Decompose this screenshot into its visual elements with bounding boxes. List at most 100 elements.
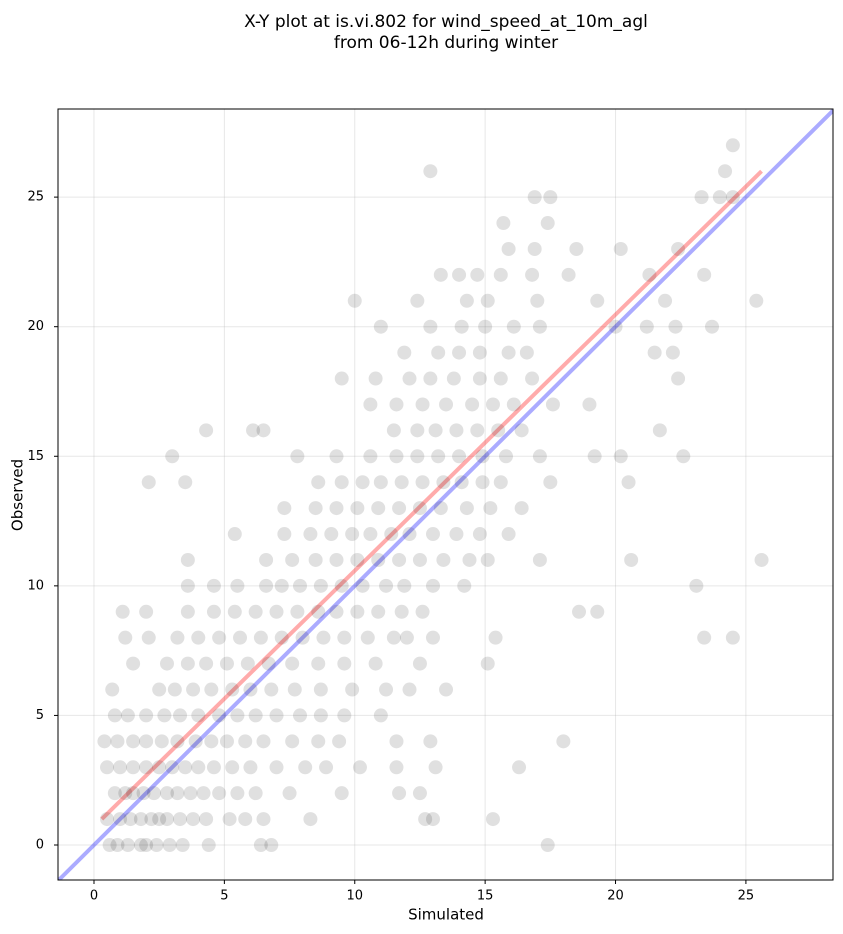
point — [373, 475, 388, 490]
point — [100, 760, 115, 775]
point — [219, 734, 234, 749]
point — [480, 656, 495, 671]
point — [472, 527, 487, 542]
point — [412, 656, 427, 671]
point — [160, 656, 175, 671]
point — [532, 449, 547, 464]
point — [149, 838, 164, 853]
point — [303, 527, 318, 542]
point — [478, 319, 493, 334]
point — [292, 578, 307, 593]
point — [439, 397, 454, 412]
point — [206, 604, 221, 619]
point — [313, 578, 328, 593]
point — [525, 267, 540, 282]
point — [180, 578, 195, 593]
point — [292, 708, 307, 723]
point — [425, 812, 440, 827]
x-tick-label: 25 — [738, 889, 755, 904]
point — [173, 812, 188, 827]
point — [642, 267, 657, 282]
x-tick-label: 20 — [607, 889, 624, 904]
point — [329, 501, 344, 516]
point — [113, 812, 128, 827]
point — [311, 734, 326, 749]
point — [501, 527, 516, 542]
x-axis-label: Simulated — [408, 906, 484, 924]
point — [225, 682, 240, 697]
point — [285, 734, 300, 749]
point — [170, 734, 185, 749]
point — [180, 604, 195, 619]
point — [363, 449, 378, 464]
point — [118, 630, 133, 645]
point — [165, 760, 180, 775]
point — [519, 345, 534, 360]
point — [652, 423, 667, 438]
point — [126, 734, 141, 749]
point — [115, 604, 130, 619]
point — [384, 527, 399, 542]
point — [418, 812, 433, 827]
point — [167, 682, 182, 697]
point — [394, 475, 409, 490]
plot-frame — [57, 108, 834, 881]
point — [329, 604, 344, 619]
point — [373, 708, 388, 723]
point — [410, 449, 425, 464]
point — [425, 527, 440, 542]
point — [671, 241, 686, 256]
point — [475, 449, 490, 464]
point — [290, 449, 305, 464]
point — [105, 682, 120, 697]
point — [256, 734, 271, 749]
point — [160, 812, 175, 827]
point — [582, 397, 597, 412]
point — [540, 216, 555, 231]
point — [694, 190, 709, 205]
point — [379, 578, 394, 593]
point — [259, 552, 274, 567]
point — [543, 190, 558, 205]
point — [506, 319, 521, 334]
point — [754, 552, 769, 567]
point — [470, 423, 485, 438]
point — [415, 604, 430, 619]
point — [212, 630, 227, 645]
point — [412, 786, 427, 801]
point — [102, 838, 117, 853]
y-tick-label: 0 — [36, 838, 44, 853]
point — [475, 475, 490, 490]
point — [118, 786, 133, 801]
point — [126, 760, 141, 775]
point — [175, 838, 190, 853]
point — [225, 760, 240, 775]
point — [425, 630, 440, 645]
point — [303, 812, 318, 827]
point — [485, 397, 500, 412]
point — [392, 552, 407, 567]
point — [647, 345, 662, 360]
point — [392, 786, 407, 801]
point — [253, 838, 268, 853]
point — [139, 760, 154, 775]
fit-line — [100, 169, 763, 821]
point — [243, 682, 258, 697]
point — [608, 319, 623, 334]
point — [212, 708, 227, 723]
point — [110, 734, 125, 749]
point — [472, 345, 487, 360]
point — [371, 604, 386, 619]
point — [269, 760, 284, 775]
x-tick-label: 15 — [477, 889, 494, 904]
point — [665, 345, 680, 360]
point — [386, 423, 401, 438]
point — [423, 164, 438, 179]
point — [311, 475, 326, 490]
point — [412, 501, 427, 516]
point — [160, 786, 175, 801]
point — [569, 241, 584, 256]
point — [363, 397, 378, 412]
point — [449, 423, 464, 438]
point — [188, 734, 203, 749]
